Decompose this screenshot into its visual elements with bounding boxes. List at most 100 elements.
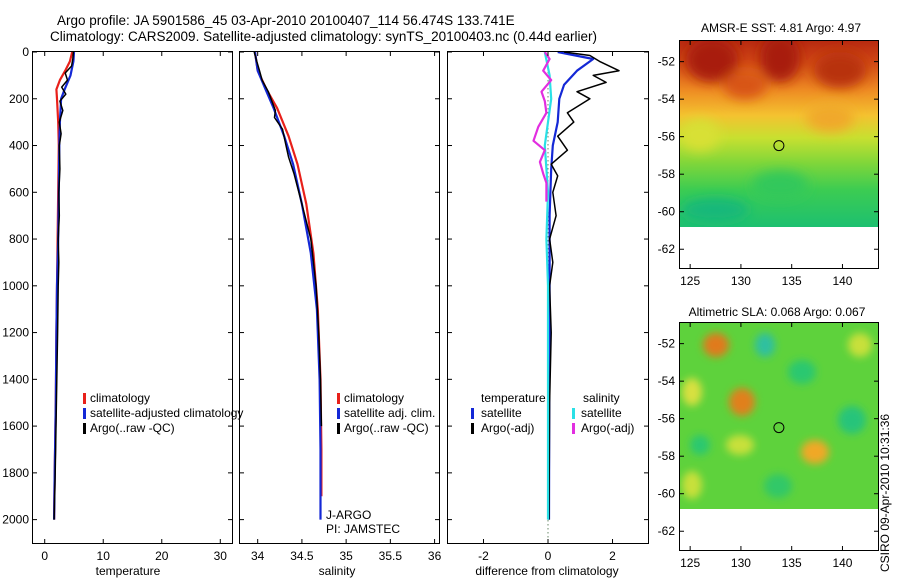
series-line-temperature-argo-adj [548, 51, 620, 520]
legend-swatch-satellite-adj [337, 408, 340, 419]
difference-axes-frame [447, 51, 649, 544]
series-line-salinity-satellite [543, 51, 553, 520]
sst-cool-blob [752, 171, 808, 199]
map-y-tick-label: -56 [658, 412, 676, 426]
x-tick-label: 34.5 [290, 549, 314, 563]
difference-xlabel: difference from climatology [475, 564, 618, 578]
map-y-tick-label: -52 [658, 337, 676, 351]
legend-label-satellite-adjusted: satellite-adjusted climatology [90, 406, 243, 420]
y-tick-label: 200 [9, 92, 29, 106]
sst-no-data [680, 227, 878, 268]
map-y-tick-label: -58 [658, 449, 676, 463]
map-y-tick-label: -60 [658, 205, 676, 219]
series-line-argo-raw-qc [53, 51, 75, 520]
map-y-tick-label: -62 [658, 524, 676, 538]
sla-low-blob [755, 333, 775, 357]
legend-swatch-climatology [337, 393, 340, 404]
sla-high-blob [801, 440, 829, 464]
sla-float-marker [773, 422, 785, 434]
legend-header-temperature: temperature [481, 391, 546, 405]
legend-label-temp-argo: Argo(-adj) [481, 421, 534, 435]
x-tick-label: 0 [41, 549, 48, 563]
map-x-tick-label: 135 [782, 274, 802, 288]
map-y-tick-label: -56 [658, 130, 676, 144]
map-y-tick-label: -62 [658, 242, 676, 256]
x-tick-label: 35.5 [379, 549, 403, 563]
sst-warm-blob [814, 52, 866, 88]
x-tick-label: 2 [609, 549, 616, 563]
difference-panel: -2 0 2 difference from climatology tempera… [447, 50, 649, 578]
series-line-salinity-argo-adj [532, 51, 553, 202]
salinity-axes-frame [239, 51, 440, 544]
float-program-note: J-ARGO [326, 508, 371, 522]
legend-swatch-temp-satellite [471, 408, 474, 419]
y-tick-label: 2000 [2, 513, 29, 527]
sst-map-title: AMSR-E SST: 4.81 Argo: 4.97 [701, 21, 861, 35]
legend-swatch-argo [337, 423, 340, 434]
map-y-tick-label: -60 [658, 487, 676, 501]
map-y-tick-label: -54 [658, 92, 676, 106]
sla-high-blob [703, 333, 729, 357]
sst-axes-frame [679, 40, 879, 269]
map-x-tick-label: 135 [782, 556, 802, 570]
sst-cool-blob [680, 119, 720, 151]
sst-warm-blob [686, 41, 738, 82]
difference-legend: temperature satellite Argo(-adj) salinit… [471, 391, 634, 435]
map-x-tick-label: 140 [832, 274, 852, 288]
series-line-temperature-satellite [547, 50, 595, 520]
timestamp-stamp: CSIRO 09-Apr-2010 10:31:36 [878, 414, 892, 572]
sst-map: AMSR-E SST: 4.81 Argo: 4.97 125 130 135 140… [658, 21, 879, 288]
sst-cool-blob [806, 104, 854, 132]
x-tick-label: 35 [339, 549, 353, 563]
y-tick-label: 1000 [2, 279, 29, 293]
y-tick-label: 1800 [2, 466, 29, 480]
x-tick-label: 36 [428, 549, 442, 563]
legend-label-argo: Argo(..raw -QC) [344, 421, 429, 435]
temperature-legend: climatology satellite-adjusted climatolo… [83, 391, 243, 435]
y-tick-label: 400 [9, 139, 29, 153]
legend-label-climatology: climatology [344, 391, 404, 405]
sla-map: Altimetric SLA: 0.068 Argo: 0.067 125 130… [658, 305, 879, 570]
sla-field [680, 323, 878, 509]
legend-label-temp-satellite: satellite [481, 406, 522, 420]
y-tick-label: 800 [9, 232, 29, 246]
map-x-tick-label: 140 [832, 556, 852, 570]
salinity-xlabel: salinity [319, 564, 356, 578]
map-x-tick-label: 125 [680, 556, 700, 570]
series-line-satellite-adjusted-climatology [53, 51, 76, 520]
legend-swatch-climatology [83, 393, 86, 404]
sla-low-blob [690, 435, 710, 455]
title-line-2: Climatology: CARS2009. Satellite-adjuste… [50, 29, 597, 44]
series-line-argo-raw-qc [253, 51, 323, 427]
sla-low-blob [788, 360, 816, 384]
x-tick-label: 10 [97, 549, 111, 563]
sla-axes-frame [679, 322, 879, 551]
sst-field [680, 41, 878, 227]
sla-high-blob [729, 388, 755, 416]
y-tick-label: 1200 [2, 326, 29, 340]
series-line-climatology [253, 51, 323, 497]
legend-swatch-sal-satellite [572, 408, 575, 419]
sst-warm-blob [723, 71, 767, 99]
y-tick-label: 0 [22, 45, 29, 59]
y-tick-label: 600 [9, 185, 29, 199]
sla-low-blob [764, 474, 792, 498]
legend-label-argo: Argo(..raw -QC) [90, 421, 175, 435]
legend-swatch-argo [83, 423, 86, 434]
legend-label-satellite-adj: satellite adj. clim. [344, 406, 435, 420]
sla-high-blob [682, 378, 702, 406]
map-x-tick-label: 130 [731, 274, 751, 288]
sla-no-data [680, 509, 878, 550]
temperature-panel: 0 10 20 30 0 200 400 600 800 1000 1200 1400 1600 1800… [2, 45, 243, 578]
title-line-1: Argo profile: JA 5901586_45 03-Apr-2010 … [57, 13, 515, 28]
float-pi-note: PI: JAMSTEC [326, 522, 400, 536]
map-y-tick-label: -58 [658, 167, 676, 181]
sla-map-title: Altimetric SLA: 0.068 Argo: 0.067 [689, 305, 866, 319]
series-line-satellite-adj-clim [253, 51, 322, 520]
map-x-tick-label: 130 [731, 556, 751, 570]
sla-high-blob [848, 333, 872, 357]
legend-label-sal-argo: Argo(-adj) [581, 421, 634, 435]
map-y-tick-label: -54 [658, 374, 676, 388]
x-tick-label: 0 [545, 549, 552, 563]
